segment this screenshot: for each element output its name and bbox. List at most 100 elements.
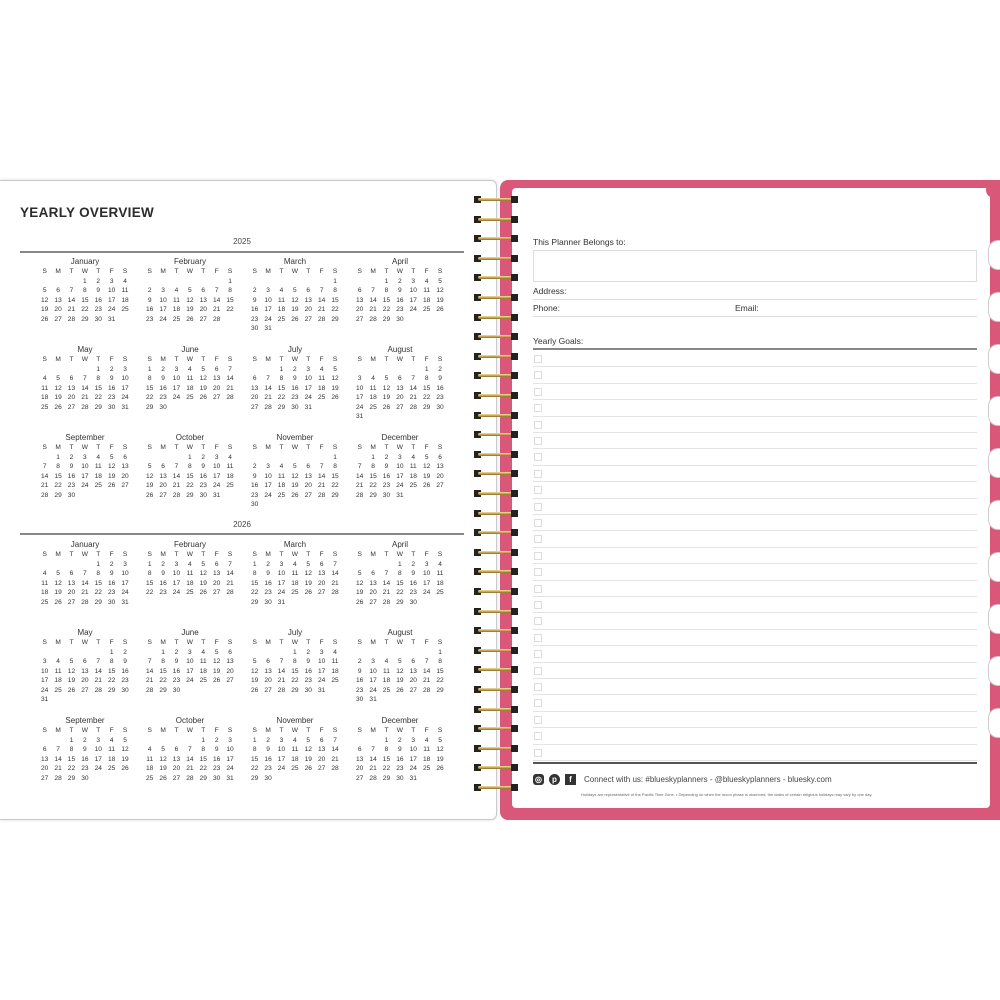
day-cell[interactable]: 26 [54,598,62,606]
day-cell[interactable]: 26 [382,403,391,411]
day-cell[interactable]: 9 [214,746,219,754]
day-cell[interactable]: 1 [293,649,297,656]
day-cell[interactable]: 15 [436,667,444,675]
goal-row[interactable] [533,745,977,761]
day-cell[interactable]: 11 [199,658,207,666]
day-cell[interactable]: 25 [41,598,49,606]
day-cell[interactable]: 12 [41,296,49,304]
day-cell[interactable]: 6 [438,454,442,461]
day-cell[interactable]: 4 [424,737,429,744]
day-cell[interactable]: 15 [67,755,76,763]
day-cell[interactable]: 25 [226,482,234,490]
day-cell[interactable]: 1 [147,561,152,568]
day-cell[interactable]: 15 [251,755,259,763]
day-cell[interactable]: 26 [186,315,194,323]
day-cell[interactable]: 30 [304,686,312,694]
day-cell[interactable]: 16 [159,579,167,587]
day-cell[interactable]: 20 [172,765,181,773]
day-cell[interactable]: 21 [226,384,234,392]
day-cell[interactable]: 9 [411,570,416,578]
day-cell[interactable]: 25 [277,491,286,499]
day-cell[interactable]: 20 [304,306,312,314]
day-cell[interactable]: 26 [159,774,167,782]
day-cell[interactable]: 29 [369,491,377,499]
day-cell[interactable]: 25 [277,315,286,323]
day-cell[interactable]: 14 [81,384,89,392]
day-cell[interactable]: 3 [411,278,416,285]
day-cell[interactable]: 27 [54,315,62,323]
goal-checkbox[interactable] [534,371,542,380]
day-cell[interactable]: 15 [107,667,116,675]
day-cell[interactable]: 15 [94,579,102,587]
day-cell[interactable]: 5 [438,278,442,285]
day-cell[interactable]: 29 [382,774,391,782]
day-cell[interactable]: 4 [424,278,429,285]
goal-checkbox[interactable] [534,666,542,675]
goal-checkbox[interactable] [534,748,542,757]
day-cell[interactable]: 14 [226,570,234,578]
day-cell[interactable]: 6 [266,658,270,666]
tab[interactable] [988,708,1000,738]
day-cell[interactable]: 22 [226,306,234,314]
day-cell[interactable]: 8 [438,658,442,666]
day-cell[interactable]: 17 [186,667,194,675]
goal-checkbox[interactable] [534,453,542,462]
goal-checkbox[interactable] [534,633,542,642]
day-cell[interactable]: 7 [333,561,337,568]
day-cell[interactable]: 16 [107,579,116,587]
day-cell[interactable]: 11 [226,463,234,471]
goal-row[interactable] [533,400,977,417]
day-cell[interactable]: 1 [109,649,114,656]
day-cell[interactable]: 5 [424,454,429,461]
day-cell[interactable]: 13 [396,384,404,392]
day-cell[interactable]: 31 [212,491,221,499]
day-cell[interactable]: 22 [159,677,167,685]
day-cell[interactable]: 29 [94,403,102,411]
day-cell[interactable]: 9 [384,463,389,471]
day-cell[interactable]: 12 [212,658,221,666]
day-cell[interactable]: 17 [94,755,102,763]
day-cell[interactable]: 14 [369,755,377,763]
day-cell[interactable]: 21 [94,677,102,685]
day-cell[interactable]: 8 [371,463,375,471]
day-cell[interactable]: 24 [186,677,194,685]
day-cell[interactable]: 20 [251,394,259,402]
goal-checkbox[interactable] [534,715,542,724]
day-cell[interactable]: 2 [357,658,362,666]
day-cell[interactable]: 18 [172,306,181,314]
day-cell[interactable]: 5 [293,287,297,295]
day-cell[interactable]: 21 [54,765,62,773]
day-cell[interactable]: 10 [226,746,234,754]
day-cell[interactable]: 16 [94,296,102,304]
day-cell[interactable]: 4 [384,658,389,666]
day-cell[interactable]: 26 [291,491,299,499]
day-cell[interactable]: 11 [173,296,180,304]
day-cell[interactable]: 25 [121,306,129,314]
day-cell[interactable]: 3 [424,561,429,568]
day-cell[interactable]: 26 [67,686,76,694]
day-cell[interactable]: 14 [264,384,272,392]
day-cell[interactable]: 5 [56,375,60,383]
day-cell[interactable]: 27 [251,403,259,411]
day-cell[interactable]: 1 [161,649,165,656]
day-cell[interactable]: 7 [69,287,74,295]
day-cell[interactable]: 30 [436,403,444,411]
day-cell[interactable]: 12 [304,746,312,754]
day-cell[interactable]: 18 [409,472,417,480]
day-cell[interactable]: 12 [436,746,444,754]
day-cell[interactable]: 27 [304,491,312,499]
day-cell[interactable]: 30 [264,598,272,606]
day-cell[interactable]: 10 [409,746,417,754]
day-cell[interactable]: 15 [226,296,234,304]
day-cell[interactable]: 17 [159,306,167,314]
day-cell[interactable]: 21 [356,482,364,490]
day-cell[interactable]: 7 [228,366,232,373]
day-cell[interactable]: 29 [396,598,404,606]
goal-row[interactable] [533,712,977,729]
day-cell[interactable]: 6 [56,287,60,295]
day-cell[interactable]: 9 [96,287,101,295]
day-cell[interactable]: 24 [172,589,181,597]
day-cell[interactable]: 1 [83,278,87,285]
day-cell[interactable]: 23 [409,589,417,597]
day-cell[interactable]: 13 [409,667,417,675]
